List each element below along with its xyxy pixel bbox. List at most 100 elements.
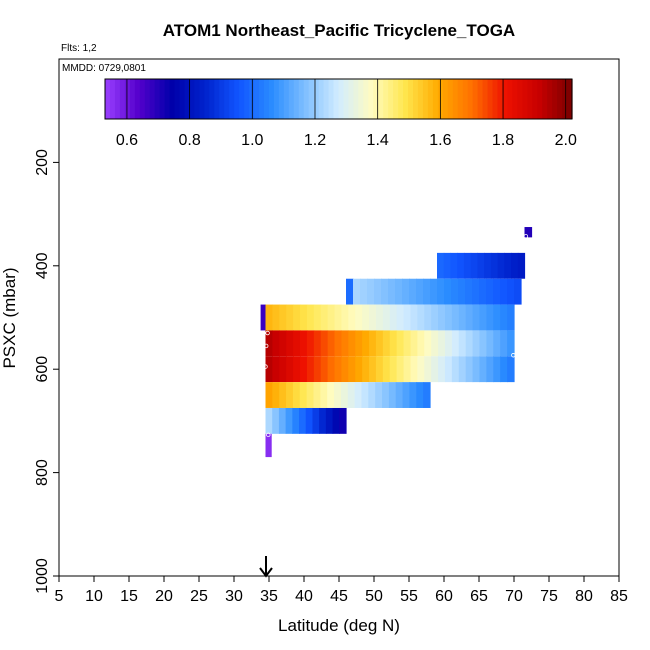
heatmap-cell [279, 382, 287, 408]
x-tick-label: 45 [330, 588, 348, 605]
heatmap-cell [396, 356, 405, 383]
heatmap-cell [409, 382, 417, 408]
heatmap-cell [402, 382, 411, 408]
heatmap-cell [334, 382, 342, 408]
colorbar-swatch [527, 79, 533, 119]
heatmap-cell [504, 252, 512, 279]
heatmap-cell [424, 304, 432, 331]
heatmap-cell [507, 330, 515, 357]
heatmap-cell [299, 382, 308, 408]
heatmap-cell [286, 382, 294, 408]
heatmap-cell [389, 330, 398, 357]
heatmap-cell [362, 356, 370, 383]
colorbar-swatch [308, 79, 315, 119]
colorbar-swatch [522, 79, 528, 119]
x-tick-label: 55 [400, 588, 418, 605]
heatmap-cell [327, 330, 336, 357]
heatmap-cell [472, 330, 481, 357]
y-axis: 200 400 600 800 1000 [34, 149, 59, 594]
heatmap-cell [293, 304, 301, 331]
heatmap-cell [424, 330, 432, 357]
colorbar-swatch [105, 79, 111, 119]
y-tick-label: 200 [34, 149, 51, 176]
colorbar-swatch [403, 79, 409, 119]
heatmap-cell [493, 278, 501, 305]
colorbar-swatch [393, 79, 399, 119]
heatmap-cell [265, 304, 273, 331]
heatmap-cell [312, 407, 320, 434]
heatmap-cell [361, 382, 369, 408]
colorbar-swatch [234, 79, 240, 119]
heatmap-cell [375, 382, 383, 408]
sample-point [266, 432, 271, 438]
colorbar-swatch [194, 79, 200, 119]
heatmap-cell [334, 304, 343, 331]
colorbar-swatch [492, 79, 499, 119]
colorbar-swatch [512, 79, 518, 119]
heatmap-cell [299, 407, 307, 434]
x-tick-label: 60 [435, 588, 453, 605]
heatmap-cell [375, 356, 384, 383]
heatmap-cell [260, 304, 267, 331]
flights-label: Flts: 1,2 [61, 43, 97, 54]
colorbar-swatch [278, 79, 285, 119]
heatmap-cell [320, 356, 329, 383]
heatmap-cell [306, 304, 315, 331]
colorbar-tick-label: 1.2 [304, 132, 326, 149]
heatmap-cell [369, 304, 377, 331]
heatmap-cell [300, 304, 308, 331]
sample-point [523, 234, 529, 239]
colorbar-swatch [313, 79, 320, 119]
colorbar-swatch [557, 79, 563, 119]
colorbar-swatch [452, 79, 459, 119]
heatmap-cell [348, 330, 356, 357]
heatmap-cell [292, 407, 300, 434]
heatmap-cell [395, 382, 404, 408]
heatmap-cell [334, 330, 343, 357]
colorbar-swatch [119, 79, 126, 119]
heatmap-cell [265, 433, 272, 458]
heatmap-cell [479, 330, 487, 357]
heatmap-cell [477, 252, 485, 279]
heatmap-cell [403, 356, 412, 383]
heatmap-cell [444, 356, 453, 383]
x-tick-label: 25 [190, 588, 208, 605]
heatmap-cell [360, 278, 368, 305]
colorbar-swatch [318, 79, 325, 119]
colorbar-swatch [283, 79, 290, 119]
x-tick-label: 65 [470, 588, 488, 605]
heatmap-cell [511, 252, 519, 279]
heatmap-cell [332, 407, 340, 434]
heatmap-cell [327, 382, 335, 408]
colorbar-swatch [343, 79, 350, 119]
colorbar-swatch [323, 79, 330, 119]
heatmap-cell [341, 304, 349, 331]
heatmap-cell [389, 356, 398, 383]
heatmap-cell [417, 330, 425, 357]
colorbar-swatch [457, 79, 464, 119]
colorbar-tick-label: 0.6 [116, 132, 138, 149]
colorbar-swatch [497, 79, 504, 119]
colorbar-swatch [214, 79, 220, 119]
colorbar-swatch [487, 79, 494, 119]
heatmap-cell [410, 304, 418, 331]
heatmap-cell [265, 407, 273, 434]
colorbar-swatch [472, 79, 479, 119]
colorbar-swatch [244, 79, 250, 119]
colorbar-swatch [293, 79, 300, 119]
heatmap-cell [375, 304, 384, 331]
heatmap-cell [500, 304, 508, 331]
heatmap-cell [354, 382, 363, 408]
colorbar-swatch [547, 79, 553, 119]
x-tick-label: 30 [225, 588, 243, 605]
heatmap-cell [369, 330, 377, 357]
heatmap-cell [416, 278, 424, 305]
colorbar-swatch [417, 79, 424, 119]
heatmap-cells [260, 227, 533, 458]
colorbar-swatch [517, 79, 523, 119]
heatmap-cell [403, 304, 412, 331]
heatmap-cell [417, 304, 425, 331]
heatmap-cell [265, 330, 273, 357]
heatmap-cell [355, 330, 363, 357]
heatmap-cell [279, 304, 287, 331]
